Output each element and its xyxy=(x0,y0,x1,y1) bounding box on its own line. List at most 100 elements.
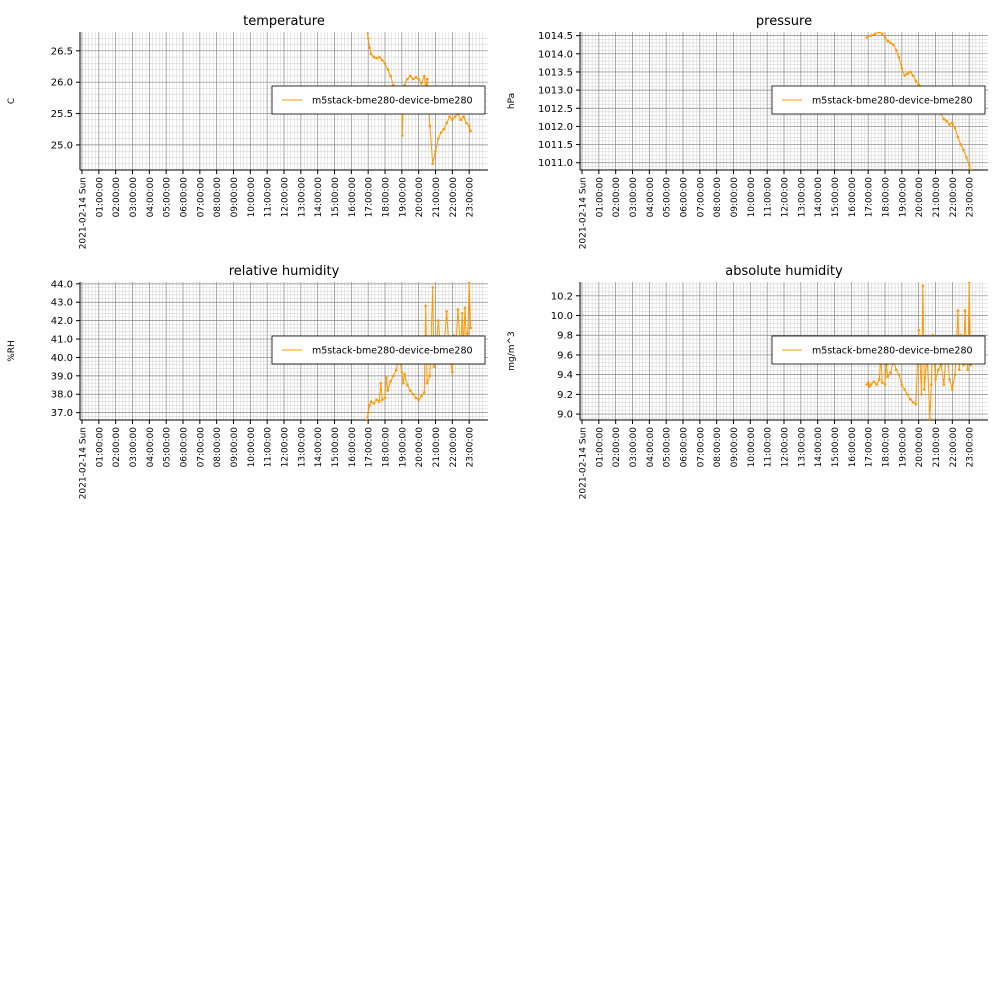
y-tick-label: 9.6 xyxy=(557,350,573,361)
data-point xyxy=(894,368,898,372)
data-point xyxy=(385,376,388,380)
x-tick-label: 16:00:00 xyxy=(348,177,358,218)
data-point xyxy=(963,309,967,312)
x-tick-label: 18:00:00 xyxy=(382,427,392,468)
data-point xyxy=(883,383,887,386)
data-point xyxy=(869,34,873,37)
data-point xyxy=(951,388,954,391)
data-point xyxy=(956,136,960,139)
x-tick-label: 09:00:00 xyxy=(730,177,740,218)
x-tick-label: 2021-02-14 Sun xyxy=(79,177,89,249)
x-tick-label: 12:00:00 xyxy=(281,177,291,218)
x-tick-label: 21:00:00 xyxy=(432,177,442,218)
data-point xyxy=(406,383,409,387)
data-point xyxy=(865,383,869,386)
data-point xyxy=(445,121,449,125)
x-tick-label: 04:00:00 xyxy=(146,177,156,218)
data-point xyxy=(934,378,937,381)
data-point xyxy=(420,82,423,85)
data-point xyxy=(469,326,472,330)
x-tick-label: 13:00:00 xyxy=(297,427,307,468)
x-tick-label: 04:00:00 xyxy=(646,427,656,468)
data-point xyxy=(368,404,371,407)
x-tick-label: 16:00:00 xyxy=(848,427,858,468)
data-point xyxy=(448,115,451,118)
data-point xyxy=(409,74,412,78)
data-point xyxy=(962,148,965,152)
data-point xyxy=(425,381,429,385)
x-tick-label: 21:00:00 xyxy=(932,177,942,218)
x-tick-label: 08:00:00 xyxy=(213,177,223,218)
x-tick-label: 07:00:00 xyxy=(196,177,206,218)
x-tick-label: 01:00:00 xyxy=(595,177,605,218)
data-point xyxy=(966,368,970,372)
data-point xyxy=(414,396,418,400)
data-point xyxy=(428,124,432,128)
y-tick-label: 9.4 xyxy=(557,370,573,381)
data-point xyxy=(366,411,370,414)
data-point xyxy=(437,137,440,140)
data-point xyxy=(425,77,429,81)
data-point xyxy=(951,121,954,125)
y-tick-label: 37.0 xyxy=(51,408,73,419)
data-point xyxy=(880,32,884,36)
data-point xyxy=(883,36,887,39)
series-group xyxy=(365,282,472,420)
x-tick-label: 03:00:00 xyxy=(629,427,639,468)
legend-label: m5stack-bme280-device-bme280 xyxy=(812,96,973,107)
data-point xyxy=(889,41,892,45)
chart-panel: pressure hPa 1011.0 1011.5 1012.0 1012.5 1013.… xyxy=(507,14,988,249)
x-tick-label: 18:00:00 xyxy=(882,427,892,468)
x-tick-label: 07:00:00 xyxy=(696,427,706,468)
x-tick-label: 20:00:00 xyxy=(915,177,925,218)
x-tick-label: 19:00:00 xyxy=(898,177,908,218)
x-tick-label: 09:00:00 xyxy=(230,177,240,218)
data-point xyxy=(465,121,468,125)
data-point xyxy=(945,119,948,123)
y-axis-label: mg/m^3 xyxy=(507,331,517,371)
x-tick-label: 18:00:00 xyxy=(882,177,892,218)
data-point xyxy=(921,284,925,288)
x-tick-label: 01:00:00 xyxy=(95,177,105,218)
data-point xyxy=(372,55,376,59)
x-tick-label: 05:00:00 xyxy=(163,177,173,218)
data-point xyxy=(400,370,404,374)
x-tick-label: 11:00:00 xyxy=(764,177,774,218)
x-tick-label: 05:00:00 xyxy=(663,177,673,218)
x-tick-label: 11:00:00 xyxy=(764,427,774,468)
data-point xyxy=(378,400,381,403)
data-point xyxy=(900,67,904,70)
x-tick-label: 20:00:00 xyxy=(915,427,925,468)
y-tick-label: 44.0 xyxy=(51,279,73,290)
data-point xyxy=(406,77,409,81)
x-tick-label: 15:00:00 xyxy=(331,177,341,218)
data-point xyxy=(875,383,878,386)
data-point xyxy=(439,131,443,134)
data-point xyxy=(917,83,920,86)
data-point xyxy=(392,374,395,378)
data-point xyxy=(953,126,957,130)
y-tick-label: 26.0 xyxy=(51,78,73,89)
x-tick-label: 23:00:00 xyxy=(966,177,976,218)
data-point xyxy=(965,156,968,159)
x-tick-label: 05:00:00 xyxy=(663,427,673,468)
data-point xyxy=(401,381,405,385)
y-tick-label: 9.8 xyxy=(557,331,573,342)
y-tick-label: 1012.5 xyxy=(538,104,573,115)
legend: m5stack-bme280-device-bme280 xyxy=(771,335,986,365)
data-point xyxy=(878,32,881,34)
y-tick-label: 42.0 xyxy=(51,316,73,327)
data-point xyxy=(456,308,460,311)
data-point xyxy=(886,375,890,378)
x-tick-label: 08:00:00 xyxy=(213,427,223,468)
x-tick-label: 20:00:00 xyxy=(415,427,425,468)
data-point xyxy=(383,396,387,400)
x-tick-label: 17:00:00 xyxy=(365,427,375,468)
x-tick-label: 15:00:00 xyxy=(831,427,841,468)
data-point xyxy=(897,373,901,377)
x-tick-label: 02:00:00 xyxy=(112,177,122,218)
data-point xyxy=(423,391,426,394)
data-point xyxy=(928,417,932,420)
data-point xyxy=(967,282,971,284)
data-point xyxy=(956,309,960,312)
